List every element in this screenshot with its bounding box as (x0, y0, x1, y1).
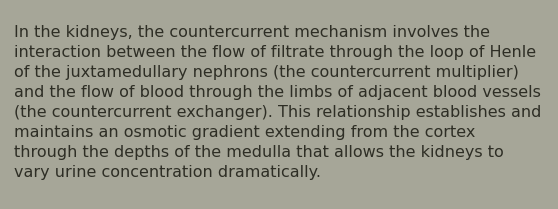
Text: In the kidneys, the countercurrent mechanism involves the
interaction between th: In the kidneys, the countercurrent mecha… (14, 25, 541, 180)
